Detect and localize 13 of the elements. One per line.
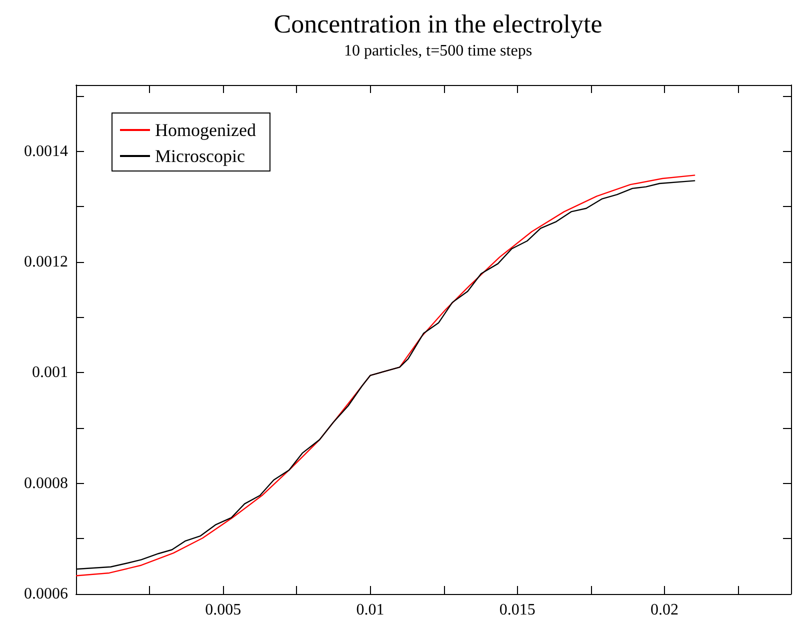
legend-label: Homogenized	[155, 120, 256, 140]
chart-subtitle: 10 particles, t=500 time steps	[344, 42, 532, 60]
chart-title: Concentration in the electrolyte	[274, 10, 602, 38]
y-tick-label: 0.0014	[24, 142, 68, 160]
x-tick-label: 0.015	[499, 602, 536, 618]
y-tick-label: 0.0006	[24, 586, 68, 602]
x-tick-label: 0.01	[356, 602, 384, 618]
legend-label: Microscopic	[155, 146, 245, 166]
y-tick-label: 0.0012	[24, 254, 68, 271]
x-tick-label: 0.02	[650, 602, 678, 618]
x-tick-label: 0.005	[205, 602, 242, 618]
y-tick-label: 0.0008	[24, 474, 68, 492]
y-tick-label: 0.001	[32, 364, 68, 382]
